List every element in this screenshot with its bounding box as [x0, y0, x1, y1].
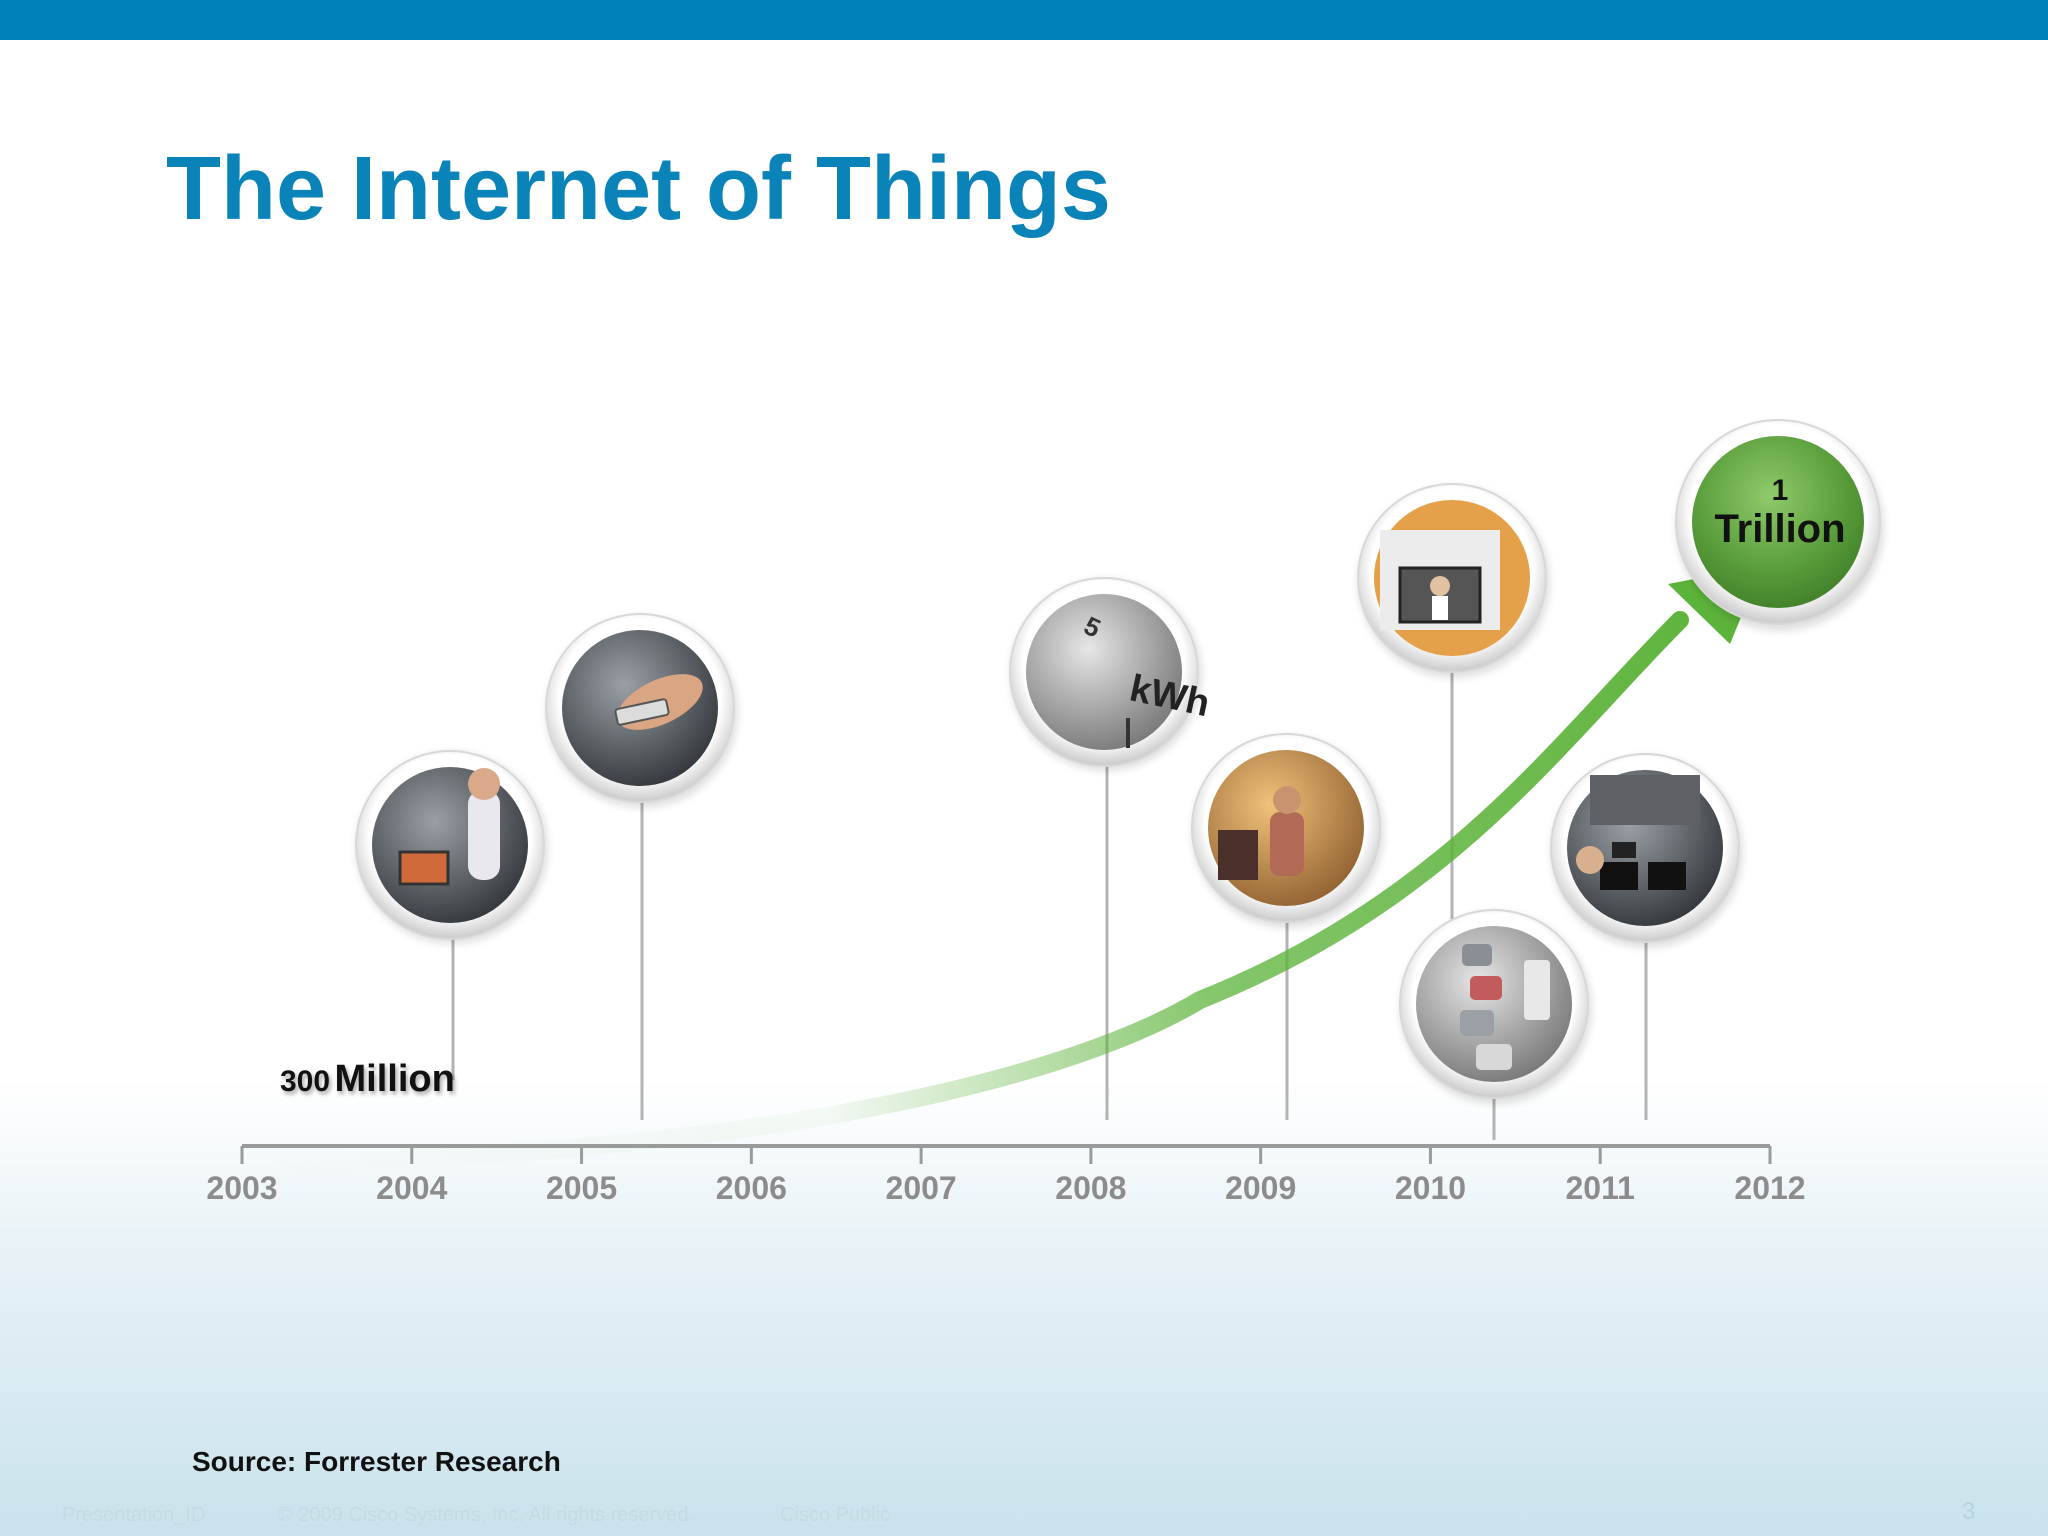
year-label-2006: 2006: [715, 1170, 787, 1206]
slide-title: The Internet of Things: [166, 139, 1111, 239]
year-label-2004: 2004: [376, 1170, 448, 1206]
energy-meter-photo: [1026, 594, 1182, 750]
milestone-traffic: [1399, 909, 1592, 1104]
computer-user-icon: [398, 850, 450, 886]
milestone-classroom: [1550, 753, 1743, 948]
year-label-2012: 2012: [1734, 1170, 1806, 1206]
end-value-unit: Trillion: [1714, 507, 1846, 551]
milestone-meter: kWh 5: [1009, 577, 1213, 771]
year-label-2009: 2009: [1225, 1170, 1297, 1206]
growth-curve: [241, 611, 1689, 1171]
start-value-label: 300 Million: [280, 1058, 455, 1101]
end-value-number: 1: [1771, 474, 1789, 507]
year-label-2007: 2007: [885, 1170, 957, 1206]
top-bar: [0, 0, 2048, 40]
year-label-2003: 2003: [206, 1170, 278, 1206]
axis-ticks: [240, 1146, 1772, 1164]
page-number: 3: [1962, 1498, 1976, 1525]
footer-classification: Cisco Public: [780, 1504, 891, 1526]
traffic-cars-icon: [1460, 944, 1550, 1070]
milestone-computer: [355, 750, 548, 944]
start-value-unit: Million: [334, 1058, 455, 1100]
start-value-number: 300: [280, 1065, 331, 1098]
year-label-2011: 2011: [1565, 1170, 1635, 1206]
footer-presentation-id: Presentation_ID: [62, 1504, 206, 1526]
year-label-2005: 2005: [545, 1170, 618, 1206]
footer-copyright: © 2009 Cisco Systems, Inc. All rights re…: [278, 1504, 695, 1526]
person-at-computer-photo: [372, 767, 528, 923]
milestone-stems: [451, 645, 1648, 1140]
source-note: Source: Forrester Research: [192, 1446, 561, 1477]
shopping-icon: [1270, 812, 1304, 876]
milestone-retail: [1191, 733, 1384, 928]
milestone-mobile: [545, 613, 738, 808]
classroom-computers-icon: [1600, 842, 1686, 890]
year-label-2010: 2010: [1394, 1170, 1467, 1206]
end-value-circle: [1675, 419, 1884, 631]
end-value-label: 1 Trillion: [1690, 474, 1870, 551]
mobile-phone-icon: [614, 698, 670, 726]
milestone-video: [1357, 483, 1550, 678]
year-label-2008: 2008: [1055, 1170, 1127, 1206]
